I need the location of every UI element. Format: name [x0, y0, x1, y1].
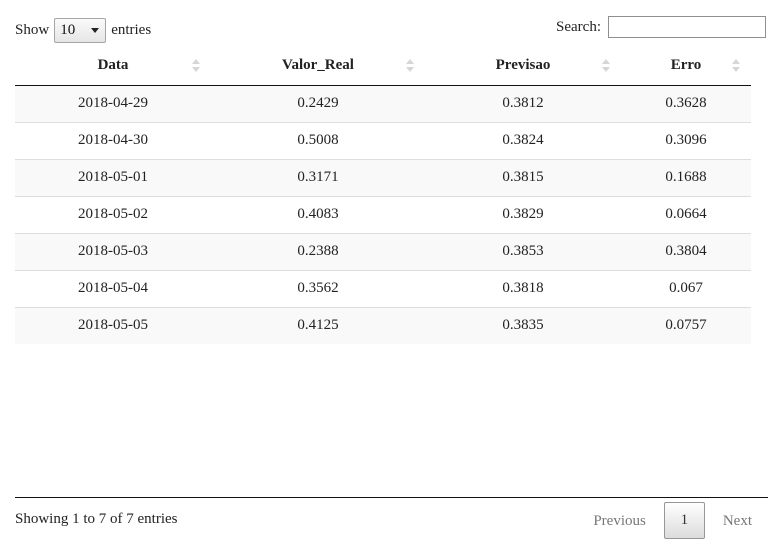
entries-label: entries	[111, 21, 152, 38]
chevron-down-icon	[91, 27, 100, 33]
page-1-button[interactable]: 1	[663, 502, 705, 539]
cell-data: 2018-05-02	[15, 195, 211, 233]
cell-valor-real: 0.3171	[211, 158, 425, 196]
column-header-previsao[interactable]: Previsao	[425, 47, 621, 86]
cell-valor-real: 0.5008	[211, 121, 425, 159]
cell-previsao: 0.3829	[425, 195, 621, 233]
sort-icon	[192, 59, 201, 73]
table-row: 2018-05-03 0.2388 0.3853 0.3804	[15, 232, 751, 270]
cell-erro: 0.0757	[621, 306, 751, 344]
cell-previsao: 0.3824	[425, 121, 621, 159]
cell-previsao: 0.3853	[425, 232, 621, 270]
cell-erro: 0.3628	[621, 85, 751, 122]
previous-button[interactable]: Previous	[593, 512, 646, 529]
search-label: Search:	[556, 18, 601, 35]
cell-valor-real: 0.4083	[211, 195, 425, 233]
sort-icon	[732, 59, 741, 73]
table-info: Showing 1 to 7 of 7 entries	[15, 511, 178, 527]
sort-icon	[602, 59, 611, 73]
search-input[interactable]	[608, 16, 766, 38]
cell-previsao: 0.3835	[425, 306, 621, 344]
table-row: 2018-04-29 0.2429 0.3812 0.3628	[15, 85, 751, 122]
page-length-control: Show 10 entries	[15, 17, 151, 43]
table-row: 2018-04-30 0.5008 0.3824 0.3096	[15, 121, 751, 159]
cell-valor-real: 0.2429	[211, 85, 425, 122]
data-table: Data Valor_Real Previsao Erro 2018-04-29…	[15, 47, 751, 344]
search-control: Search:	[556, 16, 766, 38]
header-row: Data Valor_Real Previsao Erro	[15, 47, 751, 86]
table-row: 2018-05-04 0.3562 0.3818 0.067	[15, 269, 751, 307]
cell-erro: 0.1688	[621, 158, 751, 196]
cell-previsao: 0.3815	[425, 158, 621, 196]
cell-valor-real: 0.3562	[211, 269, 425, 307]
next-button[interactable]: Next	[722, 512, 752, 529]
cell-erro: 0.067	[621, 269, 751, 307]
cell-data: 2018-05-04	[15, 269, 211, 307]
sort-icon	[406, 59, 415, 73]
cell-data: 2018-04-29	[15, 85, 211, 122]
page-length-value: 10	[60, 21, 76, 38]
cell-previsao: 0.3818	[425, 269, 621, 307]
pagination: Previous 1 Next	[579, 502, 766, 539]
table-row: 2018-05-02 0.4083 0.3829 0.0664	[15, 195, 751, 233]
cell-previsao: 0.3812	[425, 85, 621, 122]
cell-data: 2018-05-01	[15, 158, 211, 196]
cell-valor-real: 0.2388	[211, 232, 425, 270]
cell-erro: 0.0664	[621, 195, 751, 233]
cell-data: 2018-04-30	[15, 121, 211, 159]
table-row: 2018-05-01 0.3171 0.3815 0.1688	[15, 158, 751, 196]
cell-data: 2018-05-03	[15, 232, 211, 270]
column-header-erro[interactable]: Erro	[621, 47, 751, 86]
cell-erro: 0.3096	[621, 121, 751, 159]
cell-erro: 0.3804	[621, 232, 751, 270]
column-header-valor-real[interactable]: Valor_Real	[211, 47, 425, 86]
show-label: Show	[15, 21, 50, 38]
cell-data: 2018-05-05	[15, 306, 211, 344]
table-row: 2018-05-05 0.4125 0.3835 0.0757	[15, 306, 751, 344]
page-length-select[interactable]: 10	[54, 17, 107, 43]
table-bottom-divider	[15, 497, 768, 498]
column-header-data[interactable]: Data	[15, 47, 211, 86]
cell-valor-real: 0.4125	[211, 306, 425, 344]
